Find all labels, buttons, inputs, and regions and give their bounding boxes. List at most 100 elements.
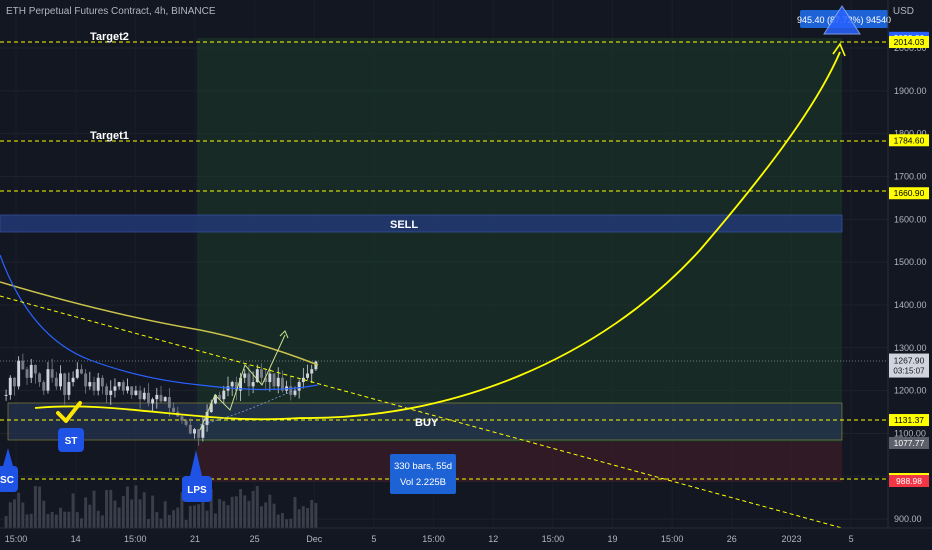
candle-body — [88, 382, 92, 387]
time-tick-label: 15:00 — [661, 534, 684, 544]
candle-body — [63, 373, 67, 395]
volume-bar — [8, 502, 12, 528]
candle-body — [180, 416, 184, 421]
volume-bar — [230, 496, 234, 528]
volume-bar — [134, 485, 138, 528]
candle-body — [33, 364, 37, 374]
volume-bar — [42, 500, 46, 528]
candle-body — [205, 412, 209, 425]
volume-bar — [59, 507, 62, 528]
price-badges: 2023.802014.031784.601660.901131.371077.… — [889, 31, 929, 488]
projection-curve — [34, 51, 841, 421]
volume-bar — [121, 495, 125, 528]
volume-bar — [260, 506, 263, 528]
price-tick-label: 1300.00 — [894, 343, 927, 353]
candle-body — [264, 377, 268, 383]
volume-bar — [29, 513, 33, 528]
candle-body — [197, 429, 201, 438]
current-price-badge — [889, 353, 929, 378]
candle-body — [155, 394, 159, 400]
cup-curve — [199, 387, 301, 426]
volume-bar — [176, 507, 180, 528]
volume-bar — [63, 511, 67, 528]
candle-body — [230, 382, 234, 387]
volume-bar — [33, 486, 37, 528]
volume-bar — [79, 518, 83, 528]
candle-body — [4, 394, 8, 396]
volume-bar — [180, 492, 184, 528]
price-badge — [889, 475, 929, 488]
price-badge-label: 1784.60 — [894, 135, 925, 145]
candle-body — [247, 373, 251, 387]
candle-body — [280, 377, 284, 391]
time-axis[interactable]: 15:00 14 15:00 21 25 Dec 5 15:00 12 15:00 19 15:00 2… — [5, 534, 854, 544]
candle-body — [113, 386, 117, 391]
candle-body — [293, 390, 297, 395]
volume-bar — [239, 488, 243, 528]
volume-bar — [151, 495, 155, 528]
volume-bar — [46, 514, 50, 528]
currency-label: USD — [892, 6, 914, 17]
lps-label: LPS — [187, 485, 207, 496]
volume-bar — [167, 514, 171, 528]
candle-body — [17, 360, 21, 387]
candle-body — [134, 390, 138, 395]
candle-body — [151, 399, 155, 404]
candle-body — [226, 386, 230, 391]
time-tick-label: 21 — [190, 534, 200, 544]
volume-bar — [209, 489, 213, 528]
candle-body — [29, 364, 33, 378]
candle-body — [71, 377, 75, 383]
price-badge — [889, 436, 929, 449]
volume-bar — [293, 496, 297, 528]
volume-bar — [172, 510, 176, 528]
time-tick-label: 25 — [250, 534, 260, 544]
price-tick-label: 900.00 — [894, 514, 922, 524]
candle-body — [218, 394, 222, 400]
buy-label: BUY — [415, 417, 439, 429]
time-tick-label: 15:00 — [124, 534, 147, 544]
moving-average-fast — [0, 254, 319, 391]
candle-body — [188, 424, 192, 434]
volume-bar — [84, 497, 88, 528]
candle-body — [260, 369, 263, 378]
candle-body — [42, 382, 46, 391]
volume-bar — [25, 514, 29, 528]
time-tick-label: 14 — [71, 534, 81, 544]
price-badge — [889, 414, 929, 427]
volume-bar — [289, 518, 293, 528]
volume-bar — [280, 512, 284, 528]
candle-body — [75, 369, 79, 378]
volume-bar — [306, 507, 309, 528]
volume-bar — [113, 500, 117, 528]
price-tick-label: 1500.00 — [894, 257, 927, 267]
candle-body — [167, 397, 171, 408]
price-tick-label: 1600.00 — [894, 214, 927, 224]
volume-bar — [163, 501, 167, 528]
volume-bar — [88, 504, 92, 528]
candle-body — [251, 382, 255, 387]
top-measure: 945.40 (87.72%) 94540 — [797, 5, 891, 35]
sell-label: SELL — [390, 219, 418, 231]
st-label: ST — [65, 436, 78, 447]
candle-body — [59, 373, 62, 387]
price-tick-label: 1700.00 — [894, 171, 927, 181]
candle-body — [255, 369, 259, 383]
volume-bar — [268, 494, 272, 528]
price-badge — [889, 187, 929, 200]
candle-body — [289, 386, 293, 395]
candle-body — [314, 361, 318, 370]
zigzag-arrowhead — [279, 330, 289, 339]
volume-bar — [138, 499, 142, 528]
time-tick-label: 5 — [849, 534, 854, 544]
price-badge — [889, 35, 929, 48]
candle-body — [54, 377, 58, 387]
candle-body — [146, 392, 150, 404]
volume-bar — [213, 513, 217, 528]
time-tick-label: 12 — [488, 534, 498, 544]
price-axis[interactable]: 2000.00 1900.00 1800.00 1700.00 1600.00 1500.… — [894, 43, 927, 524]
candle-body — [301, 377, 305, 383]
volume-bar — [272, 503, 276, 528]
candle-body — [184, 420, 188, 425]
